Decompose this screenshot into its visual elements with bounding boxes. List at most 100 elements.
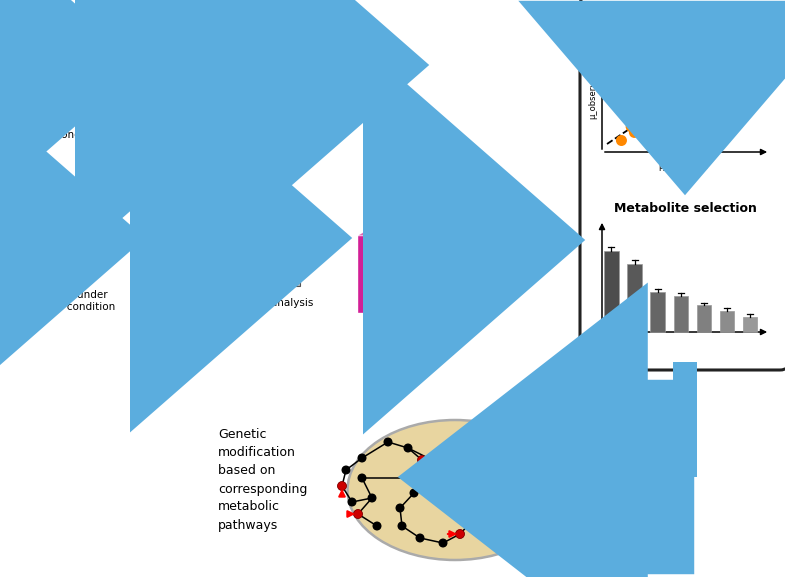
Circle shape bbox=[338, 481, 346, 490]
Bar bbox=[416, 242, 423, 313]
Text: μ_observed: μ_observed bbox=[588, 70, 597, 119]
Circle shape bbox=[496, 476, 504, 484]
Circle shape bbox=[700, 75, 711, 86]
Polygon shape bbox=[23, 222, 45, 239]
Bar bbox=[332, 44, 348, 100]
Circle shape bbox=[354, 510, 362, 518]
Circle shape bbox=[358, 474, 366, 482]
Circle shape bbox=[396, 504, 403, 512]
Polygon shape bbox=[367, 242, 379, 245]
Text: Cultivation under
stress condition: Cultivation under stress condition bbox=[16, 118, 108, 140]
Text: μ_predicted: μ_predicted bbox=[658, 162, 708, 171]
Bar bbox=[434, 261, 441, 313]
Bar bbox=[425, 252, 433, 313]
Polygon shape bbox=[85, 32, 107, 70]
Text: Growth measurement: Growth measurement bbox=[143, 114, 257, 124]
Circle shape bbox=[616, 135, 627, 146]
Polygon shape bbox=[385, 261, 397, 265]
Bar bbox=[483, 258, 490, 313]
Bar bbox=[367, 245, 374, 313]
Circle shape bbox=[418, 456, 425, 464]
Polygon shape bbox=[425, 249, 437, 252]
Circle shape bbox=[710, 69, 721, 80]
Polygon shape bbox=[376, 252, 389, 255]
Bar bbox=[210, 276, 300, 286]
Bar bbox=[456, 229, 463, 313]
Bar bbox=[673, 362, 697, 477]
Circle shape bbox=[746, 42, 757, 53]
Circle shape bbox=[697, 66, 708, 77]
Polygon shape bbox=[407, 230, 419, 233]
Polygon shape bbox=[65, 222, 87, 239]
Bar bbox=[697, 305, 711, 332]
Circle shape bbox=[422, 474, 429, 482]
Text: Cultivation under
stress-free condition: Cultivation under stress-free condition bbox=[9, 290, 115, 312]
Circle shape bbox=[474, 500, 482, 508]
Polygon shape bbox=[65, 28, 87, 66]
Bar bbox=[216, 217, 276, 255]
Circle shape bbox=[338, 482, 346, 490]
Polygon shape bbox=[434, 258, 446, 261]
Text: Metabolite
profiles: Metabolite profiles bbox=[408, 335, 463, 357]
Polygon shape bbox=[358, 233, 371, 235]
Polygon shape bbox=[23, 50, 45, 66]
Circle shape bbox=[462, 452, 469, 460]
Polygon shape bbox=[85, 204, 107, 243]
Polygon shape bbox=[43, 202, 65, 241]
Polygon shape bbox=[65, 200, 87, 239]
Bar bbox=[309, 28, 325, 100]
Text: Metabolome analysis: Metabolome analysis bbox=[203, 298, 313, 308]
Polygon shape bbox=[474, 245, 486, 249]
Polygon shape bbox=[85, 54, 107, 70]
Bar bbox=[651, 292, 665, 332]
Circle shape bbox=[739, 47, 750, 59]
Circle shape bbox=[461, 451, 469, 460]
FancyBboxPatch shape bbox=[580, 0, 785, 370]
Bar bbox=[358, 235, 365, 313]
Circle shape bbox=[469, 516, 476, 524]
Bar bbox=[385, 265, 392, 313]
Bar bbox=[355, 61, 371, 100]
Polygon shape bbox=[456, 226, 468, 229]
Bar bbox=[465, 239, 473, 313]
Circle shape bbox=[661, 103, 672, 114]
Bar bbox=[743, 317, 758, 332]
Circle shape bbox=[674, 96, 685, 107]
Circle shape bbox=[456, 530, 464, 538]
Bar bbox=[492, 268, 499, 313]
Circle shape bbox=[368, 494, 376, 502]
Polygon shape bbox=[65, 50, 87, 66]
Circle shape bbox=[373, 522, 381, 530]
Circle shape bbox=[668, 89, 679, 100]
Circle shape bbox=[398, 522, 406, 530]
Polygon shape bbox=[43, 52, 65, 69]
Text: Regression model: Regression model bbox=[623, 17, 747, 30]
Polygon shape bbox=[43, 30, 65, 69]
Polygon shape bbox=[443, 268, 455, 271]
Circle shape bbox=[358, 454, 366, 462]
Bar bbox=[394, 274, 401, 313]
Circle shape bbox=[411, 489, 418, 497]
Circle shape bbox=[502, 461, 509, 469]
Circle shape bbox=[440, 462, 447, 470]
Circle shape bbox=[456, 470, 464, 478]
Bar bbox=[604, 251, 619, 332]
Polygon shape bbox=[43, 224, 65, 241]
Polygon shape bbox=[416, 239, 428, 242]
FancyBboxPatch shape bbox=[150, 207, 174, 271]
Polygon shape bbox=[23, 28, 45, 66]
Circle shape bbox=[720, 61, 731, 72]
Circle shape bbox=[349, 498, 356, 506]
FancyBboxPatch shape bbox=[208, 210, 302, 276]
Circle shape bbox=[732, 54, 743, 66]
Circle shape bbox=[639, 117, 650, 128]
Circle shape bbox=[418, 455, 426, 464]
Circle shape bbox=[691, 82, 702, 93]
Circle shape bbox=[629, 127, 640, 138]
Bar bbox=[720, 311, 734, 332]
Circle shape bbox=[476, 448, 484, 456]
Bar bbox=[407, 233, 414, 313]
Bar bbox=[376, 255, 383, 313]
Ellipse shape bbox=[490, 436, 580, 508]
Circle shape bbox=[384, 438, 392, 446]
